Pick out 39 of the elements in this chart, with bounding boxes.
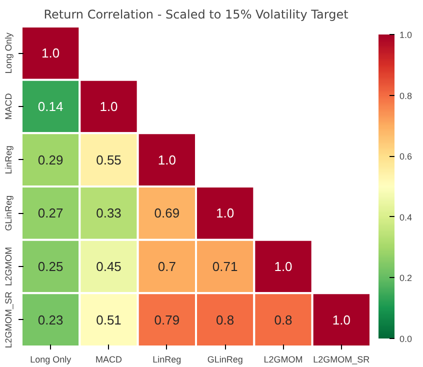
- data-label: 1.0: [274, 259, 292, 274]
- color-bar-label: 0.6: [400, 152, 412, 162]
- data-label: 0.8: [274, 312, 292, 328]
- data-label: 0.45: [96, 259, 122, 274]
- data-label: 0.8: [216, 312, 234, 328]
- data-label: 0.33: [96, 206, 122, 221]
- data-label: 1.0: [100, 99, 118, 114]
- color-bar-label: 0.8: [400, 90, 412, 101]
- x-tick-label: Long Only: [30, 354, 72, 364]
- data-label: 0.7: [158, 259, 176, 274]
- x-tick-label: GLinReg: [207, 354, 243, 364]
- data-label: 1.0: [216, 206, 234, 221]
- color-bar-label: 0.2: [400, 273, 412, 284]
- x-tick-label: MACD: [96, 354, 122, 364]
- y-tick-label: LinReg: [4, 146, 14, 174]
- data-label: 0.51: [96, 312, 122, 328]
- data-label: 0.29: [38, 152, 64, 168]
- x-tick-label: LinReg: [152, 354, 182, 364]
- color-bar-label: 1.0: [400, 30, 412, 40]
- data-label: 0.14: [38, 99, 64, 114]
- color-bar-label: 0.4: [400, 212, 412, 222]
- data-label: 0.71: [212, 259, 238, 274]
- y-tick-label: Long Only: [4, 32, 14, 74]
- chart-title: Return Correlation - Scaled to 15% Volatility Target: [44, 8, 349, 22]
- data-label: 0.55: [96, 152, 122, 168]
- data-label: 1.0: [42, 46, 60, 61]
- color-bar-label: 0.0: [400, 334, 412, 344]
- data-label: 0.25: [38, 259, 64, 274]
- y-tick-label: L2GMOM: [4, 246, 14, 286]
- data-label: 0.79: [154, 312, 180, 328]
- x-tick-label: L2GMOM_SR: [313, 354, 370, 364]
- data-label: 1.0: [332, 312, 350, 328]
- y-tick-label: MACD: [4, 92, 14, 120]
- data-label: 0.23: [38, 312, 64, 328]
- data-label: 0.27: [38, 206, 64, 221]
- data-label: 1.0: [158, 152, 176, 168]
- x-tick-label: L2GMOM: [264, 354, 303, 364]
- y-tick-label: GLinReg: [4, 195, 14, 231]
- data-label: 0.69: [154, 206, 180, 221]
